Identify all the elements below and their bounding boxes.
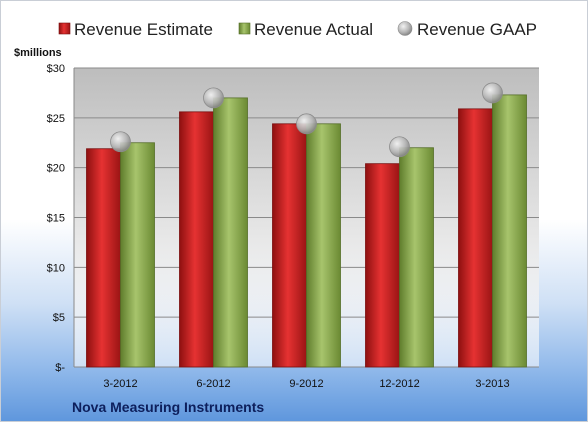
y-axis-ticks: $- $5 $10 $15 $20 $25 $30 [47, 63, 66, 374]
x-tick-label: 9-2012 [289, 378, 323, 390]
marker-revenue-gaap [296, 113, 317, 135]
bars [86, 94, 527, 368]
bar-revenue-estimate [365, 163, 400, 368]
bar-revenue-estimate [272, 123, 307, 368]
marker-revenue-gaap [389, 136, 410, 158]
legend-label: Revenue GAAP [417, 20, 537, 39]
gaap-markers [110, 82, 503, 158]
marker-revenue-gaap [203, 87, 224, 109]
bar-revenue-estimate [179, 111, 214, 368]
legend-label: Revenue Actual [254, 20, 373, 39]
y-tick-label: $15 [47, 213, 65, 225]
company-name: Nova Measuring Instruments [72, 399, 265, 415]
bar-revenue-actual [399, 147, 434, 368]
legend-swatch [238, 22, 251, 35]
legend: Revenue Estimate Revenue Actual Revenue GA… [58, 20, 537, 39]
x-tick-label: 6-2012 [196, 378, 230, 390]
y-tick-label: $10 [47, 262, 65, 274]
marker-revenue-gaap [482, 82, 503, 104]
bar-revenue-actual [213, 97, 248, 368]
y-tick-label: $20 [47, 163, 65, 175]
y-tick-label: $25 [47, 113, 65, 125]
x-tick-label: 12-2012 [379, 378, 419, 390]
y-tick-label: $- [55, 362, 65, 374]
legend-label: Revenue Estimate [74, 20, 213, 39]
x-axis-ticks: 3-2012 6-2012 9-2012 12-2012 3-2013 [103, 378, 509, 390]
marker-revenue-gaap [110, 131, 131, 153]
x-tick-label: 3-2013 [475, 378, 509, 390]
bar-revenue-actual [120, 142, 155, 368]
bar-revenue-actual [492, 94, 527, 368]
y-tick-label: $5 [53, 312, 65, 324]
legend-swatch [397, 21, 413, 36]
legend-swatch [58, 22, 71, 35]
bar-revenue-estimate [86, 148, 121, 368]
bar-revenue-estimate [458, 108, 493, 368]
y-axis-unit-label: $millions [14, 47, 62, 59]
y-tick-label: $30 [47, 63, 65, 75]
bar-revenue-actual [306, 123, 341, 368]
x-tick-label: 3-2012 [103, 378, 137, 390]
